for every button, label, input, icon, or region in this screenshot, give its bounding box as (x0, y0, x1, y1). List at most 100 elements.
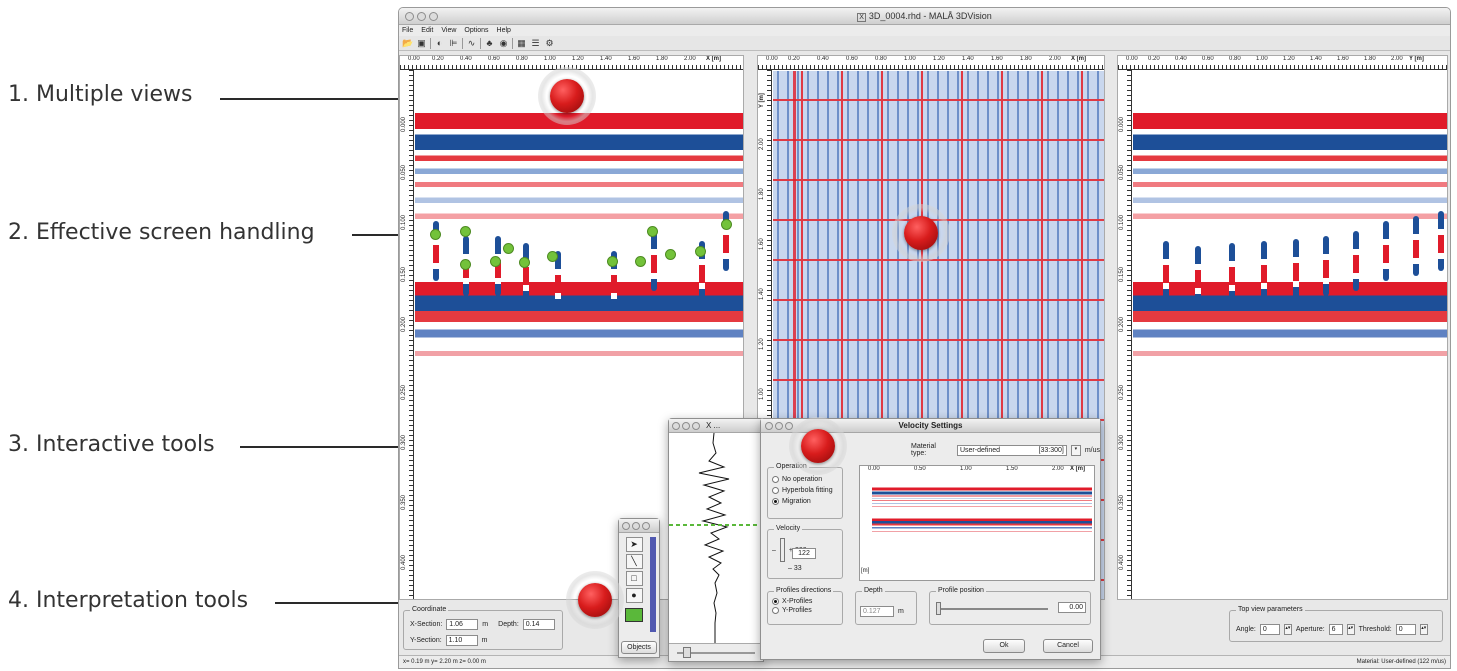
pointer-tool-icon[interactable]: ➤ (625, 537, 643, 552)
line-tool-icon[interactable]: ╲ (625, 554, 643, 569)
tools-window: ➤ ╲ □ ● Objects (618, 518, 660, 658)
pick-point[interactable] (695, 246, 706, 257)
menu-help[interactable]: Help (496, 27, 511, 34)
hyperbola (1438, 211, 1444, 271)
signal-icon[interactable]: ∿ (467, 37, 476, 48)
zoom-icon[interactable] (642, 521, 650, 530)
preview-radargram (872, 480, 1092, 576)
minimize-icon[interactable] (417, 11, 426, 21)
ok-button[interactable]: Ok (983, 639, 1025, 653)
profile-position-slider[interactable] (938, 608, 1048, 610)
close-icon[interactable] (405, 11, 414, 21)
depth-field[interactable]: 0.14 (522, 619, 555, 630)
pick-point[interactable] (503, 243, 514, 254)
close-icon[interactable] (622, 521, 630, 530)
velocity-field[interactable]: 122 (792, 548, 816, 559)
y-profile-view[interactable]: 0.00 0.20 0.40 0.60 0.80 1.00 1.20 1.40 1.60 1.80… (1117, 55, 1448, 600)
hyperbola (1195, 246, 1201, 306)
x-section-field[interactable]: 1.06 (446, 619, 479, 630)
material-type-select[interactable]: User-defined [33:300] (956, 444, 1067, 456)
pick-point[interactable] (490, 256, 501, 267)
cursor-coordinates: x= 0.19 m y= 2.20 m z= 0.00 m (403, 659, 486, 665)
threshold-stepper[interactable]: ▴▾ (1419, 624, 1428, 635)
pick-point[interactable] (607, 256, 618, 267)
hyperbola (523, 243, 529, 303)
hyperbola (1383, 221, 1389, 281)
no-operation-radio[interactable]: No operation (772, 476, 842, 483)
pick-point[interactable] (665, 249, 676, 260)
slider-thumb[interactable] (936, 602, 941, 615)
open-icon[interactable]: 📂 (402, 37, 414, 48)
minimize-icon[interactable] (632, 521, 640, 530)
aperture-stepper[interactable]: ▴▾ (1346, 624, 1355, 635)
pick-point[interactable] (460, 226, 471, 237)
profile-position-group: Profile position 0.00 (929, 587, 1091, 625)
tools-titlebar (619, 519, 659, 533)
angle-stepper[interactable]: ▴▾ (1283, 624, 1292, 635)
objects-button[interactable]: Objects (621, 641, 657, 654)
menu-edit[interactable]: Edit (421, 27, 434, 34)
profile-position-field[interactable]: 0.00 (1058, 602, 1086, 613)
minimize-icon[interactable] (682, 421, 690, 430)
contrast-icon[interactable]: ◐ (436, 37, 443, 48)
radargram[interactable] (1133, 71, 1447, 599)
view-icon[interactable]: ◉ (499, 37, 508, 48)
migration-radio[interactable]: Migration (772, 498, 842, 505)
y-profiles-radio[interactable]: Y-Profiles (772, 607, 842, 614)
pick-point[interactable] (460, 259, 471, 270)
point-tool-icon[interactable]: ● (625, 588, 643, 603)
window-controls[interactable] (765, 421, 793, 430)
save-icon[interactable]: ▣ (417, 37, 426, 48)
hyperbola (433, 221, 439, 281)
highlight-marker (538, 67, 596, 125)
zoom-icon[interactable] (429, 11, 438, 21)
slider-thumb[interactable] (683, 647, 691, 658)
ruler-ticks (758, 65, 1104, 70)
pick-point[interactable] (430, 229, 441, 240)
y-section-field[interactable]: 1.10 (445, 635, 478, 646)
velocity-slider[interactable] (779, 538, 785, 562)
color-swatch[interactable] (625, 608, 643, 622)
hyperbola-fitting-radio[interactable]: Hyperbola fitting (772, 487, 842, 494)
aperture-field[interactable]: 6 (1328, 624, 1343, 635)
window-controls[interactable] (672, 421, 700, 430)
grid-icon[interactable]: ▦ (517, 37, 526, 48)
chevron-down-icon[interactable]: ▾ (1070, 444, 1081, 456)
rectangle-tool-icon[interactable]: □ (625, 571, 643, 586)
pick-point[interactable] (647, 226, 658, 237)
palette-icon[interactable]: ♣ (486, 37, 493, 48)
pick-point[interactable] (547, 251, 558, 262)
profiles-group: Profiles directions X-Profiles Y-Profile… (767, 587, 843, 625)
menu-options[interactable]: Options (464, 27, 489, 34)
close-icon[interactable] (765, 421, 773, 430)
x11-icon: X (857, 12, 866, 22)
cancel-button[interactable]: Cancel (1043, 639, 1093, 653)
menu-file[interactable]: File (402, 27, 414, 34)
close-icon[interactable] (672, 421, 680, 430)
velocity-titlebar: Velocity Settings (761, 419, 1100, 433)
layers-icon[interactable]: ☰ (531, 37, 540, 48)
minimize-icon[interactable] (775, 421, 783, 430)
migration-preview: 0.00 0.50 1.00 1.50 2.00 X [m] [m] (859, 465, 1095, 581)
angle-field[interactable]: 0 (1259, 624, 1280, 635)
pick-point[interactable] (519, 257, 530, 268)
histogram-icon[interactable]: ⊫ (449, 37, 458, 48)
threshold-field[interactable]: 0 (1395, 624, 1416, 635)
coordinate-group: Coordinate X-Section: 1.06 m Depth: 0.14… (403, 606, 563, 650)
window-controls[interactable] (405, 11, 438, 21)
hyperbola (1163, 241, 1169, 301)
x-profiles-radio[interactable]: X-Profiles (772, 598, 842, 605)
pick-point[interactable] (721, 219, 732, 230)
trace-window-title: X ... (706, 421, 721, 430)
trace-slider[interactable] (669, 643, 763, 661)
zoom-icon[interactable] (692, 421, 700, 430)
zoom-icon[interactable] (785, 421, 793, 430)
depth-field[interactable]: 0.127 (860, 606, 894, 617)
hyperbola (1229, 243, 1235, 303)
pick-point[interactable] (635, 256, 646, 267)
menu-view[interactable]: View (441, 27, 457, 34)
toolbar-divider (512, 37, 513, 49)
settings-icon[interactable]: ⚙ (545, 37, 554, 48)
depth-ruler: 0.000 0.050 0.100 0.150 0.200 0.250 0.30… (1118, 70, 1132, 599)
window-controls[interactable] (622, 521, 650, 530)
